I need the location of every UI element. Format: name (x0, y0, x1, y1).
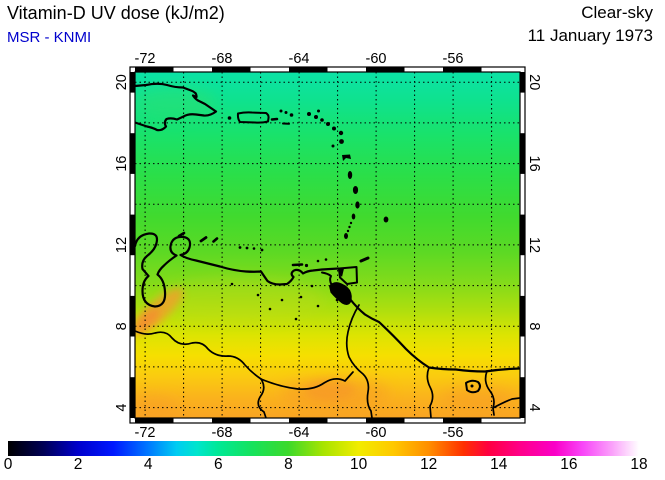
page-title: Vitamin-D UV dose (kJ/m2) (7, 3, 225, 23)
lat-tick-label: 4 (114, 404, 130, 412)
lon-tick-label: -64 (289, 51, 310, 67)
windward-islands (316, 154, 389, 263)
lat-tick-label: 8 (526, 322, 542, 330)
colorbar-gradient (8, 441, 639, 456)
longitude-labels-top: -72 -68 -64 -60 -56 (135, 51, 464, 67)
colorbar-tick-label: 4 (143, 456, 153, 473)
header-date: 11 January 1973 (527, 26, 653, 45)
lat-tick-label: 12 (114, 237, 130, 253)
colorbar-tick-label: 18 (630, 456, 648, 473)
dose-anomaly-patches (135, 87, 516, 418)
colorbar-tick-label: 16 (560, 456, 578, 473)
colorbar-tick-label: 0 (3, 456, 13, 473)
longitude-labels-bottom: -72 -68 -64 -60 -56 (135, 425, 464, 441)
colorbar-tick-label: 6 (213, 456, 223, 473)
lon-tick-label: -68 (212, 425, 233, 441)
venezuelan-islands (177, 231, 309, 268)
lat-tick-label: 4 (526, 404, 542, 412)
lat-tick-label: 20 (114, 74, 130, 90)
lon-tick-label: -60 (366, 425, 387, 441)
lat-tick-label: 8 (114, 322, 130, 330)
lon-tick-label: -64 (289, 425, 310, 441)
terrain-specks (230, 282, 339, 321)
header-source: MSR - KNMI (7, 29, 92, 46)
lat-tick-label: 16 (526, 156, 542, 172)
lat-tick-label: 12 (526, 237, 542, 253)
leeward-islands (279, 109, 344, 148)
coastlines (135, 82, 520, 373)
lat-tick-label: 20 (526, 74, 542, 90)
colorbar-tick-label: 12 (420, 456, 438, 473)
header-condition: Clear-sky (581, 3, 653, 22)
colorbar-tick-label: 8 (284, 456, 293, 473)
latitude-labels-right: 20 16 12 8 4 (526, 74, 542, 412)
lon-tick-label: -68 (212, 51, 233, 67)
lon-tick-label: -72 (135, 425, 156, 441)
colorbar-tick-label: 10 (349, 456, 368, 473)
colorbar-tick-label: 14 (490, 456, 508, 473)
lon-tick-label: -72 (135, 51, 156, 67)
map-frame (129, 66, 526, 424)
lon-tick-label: -60 (366, 51, 387, 67)
lat-tick-label: 16 (114, 156, 130, 172)
latitude-labels-left: 20 16 12 8 4 (114, 74, 130, 412)
colorbar-tick-label: 2 (73, 456, 83, 473)
lon-tick-label: -56 (443, 425, 464, 441)
country-borders (135, 282, 520, 418)
lon-tick-label: -56 (443, 51, 464, 67)
